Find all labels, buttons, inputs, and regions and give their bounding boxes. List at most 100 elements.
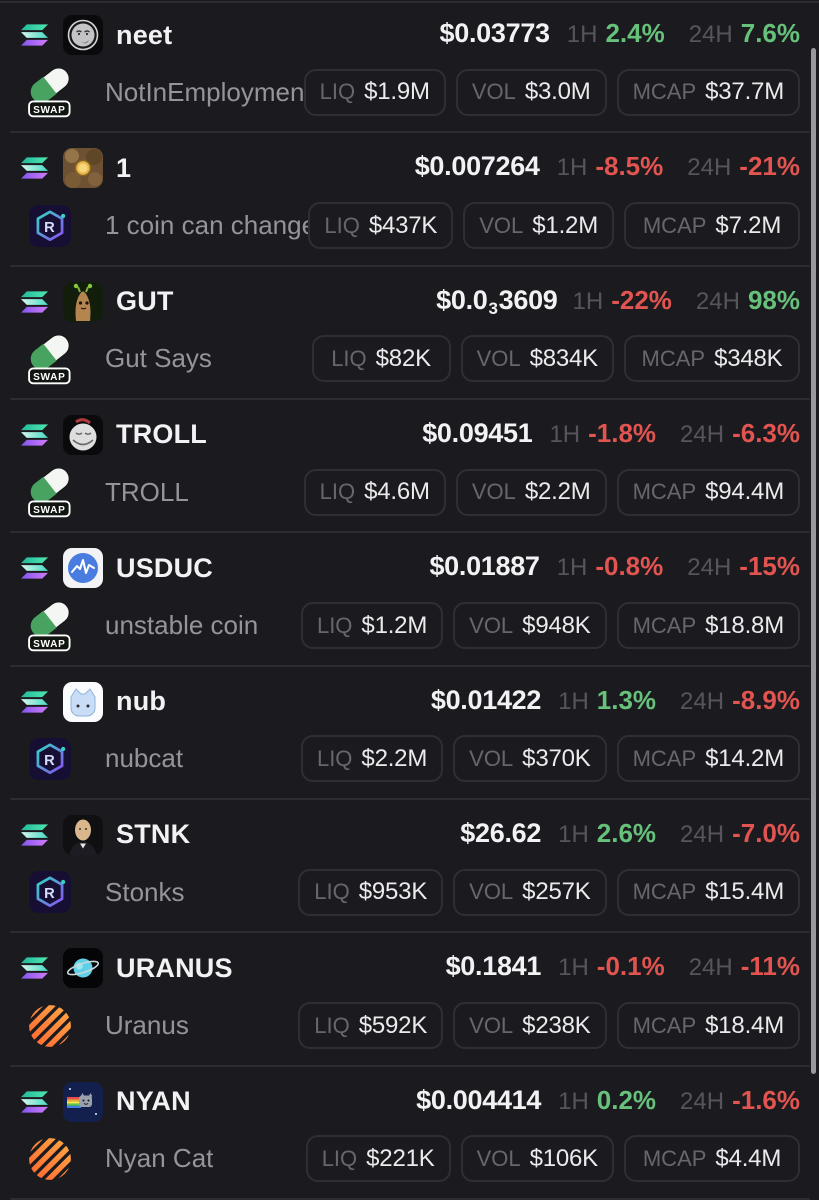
token-price: $0.1841 xyxy=(445,951,542,982)
liquidity-badge: LIQ $592K xyxy=(298,1002,444,1050)
h24-change: -6.3% xyxy=(732,417,800,448)
volume-label: VOL xyxy=(479,212,524,238)
token-name: Uranus xyxy=(105,1010,189,1041)
h1-change: -8.5% xyxy=(595,151,664,182)
token-avatar xyxy=(63,15,103,55)
liquidity-badge: LIQ $953K xyxy=(298,868,444,916)
liquidity-badge: LIQ $221K xyxy=(305,1135,451,1183)
liquidity-value: $592K xyxy=(358,1011,428,1039)
h1-change: -0.1% xyxy=(596,951,665,982)
token-price: $0.09451 xyxy=(422,417,533,448)
token-name: 1 coin can change… xyxy=(105,210,308,241)
token-price: $0.033609 xyxy=(436,284,558,318)
h24-label: 24H xyxy=(680,1087,725,1115)
token-row-top: USDUC $0.01887 1H -0.8% 24H -15% xyxy=(21,547,800,589)
h24-label: 24H xyxy=(695,287,740,315)
mcap-badge: MCAP $7.2M xyxy=(624,202,800,250)
volume-label: VOL xyxy=(469,1012,514,1038)
token-row[interactable]: USDUC $0.01887 1H -0.8% 24H -15% unstabl… xyxy=(0,533,819,667)
volume-label: VOL xyxy=(469,612,514,638)
volume-badge: VOL $948K xyxy=(453,602,607,650)
h24-change: -11% xyxy=(740,951,800,982)
token-row-top: GUT $0.033609 1H -22% 24H 98% xyxy=(21,281,800,323)
token-row-top: 1 $0.007264 1H -8.5% 24H -21% xyxy=(21,147,800,189)
mcap-value: $14.2M xyxy=(705,744,784,772)
h1-change: -0.8% xyxy=(595,551,664,582)
token-symbol: 1 xyxy=(116,152,132,183)
token-row[interactable]: STNK $26.62 1H 2.6% 24H -7.0% Stonks LIQ… xyxy=(0,800,819,934)
h1-label: 1H xyxy=(558,820,589,848)
volume-value: $1.2M xyxy=(532,211,598,239)
token-symbol: neet xyxy=(116,19,173,50)
solana-icon xyxy=(21,824,48,846)
h1-change: -22% xyxy=(611,284,672,315)
token-symbol: nub xyxy=(116,686,167,717)
h24-change: -8.9% xyxy=(732,684,800,715)
h24-change: -15% xyxy=(739,551,800,582)
mcap-badge: MCAP $94.4M xyxy=(616,468,800,516)
token-row[interactable]: URANUS $0.1841 1H -0.1% 24H -11% Uranus … xyxy=(0,933,819,1067)
token-symbol: NYAN xyxy=(116,1086,191,1117)
volume-value: $238K xyxy=(522,1011,591,1039)
token-name: unstable coin xyxy=(105,610,259,641)
mcap-value: $37.7M xyxy=(705,78,784,106)
volume-value: $106K xyxy=(529,1144,599,1172)
token-row[interactable]: 1 $0.007264 1H -8.5% 24H -21% 1 coin can… xyxy=(0,133,819,267)
token-row-bottom: Nyan Cat LIQ $221K VOL $106K MCAP $4.4M xyxy=(21,1130,800,1188)
token-row-top: nub $0.01422 1H 1.3% 24H -8.9% xyxy=(21,681,800,723)
token-symbol: TROLL xyxy=(116,419,207,450)
token-name: nubcat xyxy=(105,743,184,774)
token-row[interactable]: neet $0.03773 1H 2.4% 24H 7.6% NotInEmpl… xyxy=(0,0,819,134)
h24-label: 24H xyxy=(680,687,725,715)
token-row-bottom: NotInEmployment… LIQ $1.9M VOL $3.0M MCA… xyxy=(21,63,800,121)
token-row-top: STNK $26.62 1H 2.6% 24H -7.0% xyxy=(21,814,800,856)
dex-icon-box xyxy=(21,997,79,1055)
mcap-value: $15.4M xyxy=(705,878,784,906)
mcap-label: MCAP xyxy=(632,79,697,105)
scrollbar-thumb[interactable] xyxy=(811,48,816,1074)
token-row[interactable]: nub $0.01422 1H 1.3% 24H -8.9% nubcat LI… xyxy=(0,667,819,801)
token-avatar xyxy=(63,948,103,988)
h1-label: 1H xyxy=(556,554,588,582)
h24-change: -7.0% xyxy=(732,817,800,848)
volume-badge: VOL $1.2M xyxy=(463,202,614,250)
h24-label: 24H xyxy=(688,21,733,48)
h24-label: 24H xyxy=(680,420,725,448)
liquidity-badge: LIQ $1.2M xyxy=(300,602,444,650)
token-avatar xyxy=(63,682,103,722)
volume-value: $2.2M xyxy=(524,478,591,506)
h1-label: 1H xyxy=(558,954,589,982)
liquidity-badge: LIQ $4.6M xyxy=(303,468,446,516)
h1-change: 0.2% xyxy=(596,1084,657,1115)
h24-change: -21% xyxy=(739,151,800,182)
token-row-bottom: 1 coin can change… LIQ $437K VOL $1.2M M… xyxy=(21,197,800,255)
token-row-top: TROLL $0.09451 1H -1.8% 24H -6.3% xyxy=(21,414,800,456)
token-symbol: URANUS xyxy=(116,952,233,983)
meteora-icon xyxy=(23,999,77,1053)
solana-icon xyxy=(21,957,48,979)
dex-icon-box xyxy=(21,597,79,655)
liquidity-label: LIQ xyxy=(314,1012,350,1038)
volume-badge: VOL $238K xyxy=(453,1002,607,1050)
liquidity-label: LIQ xyxy=(319,79,356,105)
volume-label: VOL xyxy=(471,79,516,105)
dex-icon-box xyxy=(21,730,79,788)
token-row[interactable]: GUT $0.033609 1H -22% 24H 98% Gut Says L… xyxy=(0,267,819,401)
liquidity-value: $221K xyxy=(366,1144,435,1172)
token-price: $0.03773 xyxy=(439,18,551,48)
h1-label: 1H xyxy=(572,287,604,315)
mcap-badge: MCAP $37.7M xyxy=(616,68,800,116)
volume-badge: VOL $2.2M xyxy=(455,468,607,516)
liquidity-badge: LIQ $82K xyxy=(311,335,451,383)
h1-change: 2.6% xyxy=(596,817,657,848)
token-row-bottom: Gut Says LIQ $82K VOL $834K MCAP $348K xyxy=(21,330,800,388)
volume-label: VOL xyxy=(471,479,516,505)
volume-label: VOL xyxy=(476,1145,521,1171)
mcap-label: MCAP xyxy=(632,479,697,505)
mcap-badge: MCAP $18.4M xyxy=(616,1002,800,1050)
token-row[interactable]: TROLL $0.09451 1H -1.8% 24H -6.3% TROLL … xyxy=(0,400,819,534)
token-row[interactable]: NYAN $0.004414 1H 0.2% 24H -1.6% Nyan Ca… xyxy=(0,1067,819,1200)
h1-label: 1H xyxy=(558,687,589,715)
raydium-icon xyxy=(29,871,71,913)
mcap-label: MCAP xyxy=(642,1145,707,1171)
